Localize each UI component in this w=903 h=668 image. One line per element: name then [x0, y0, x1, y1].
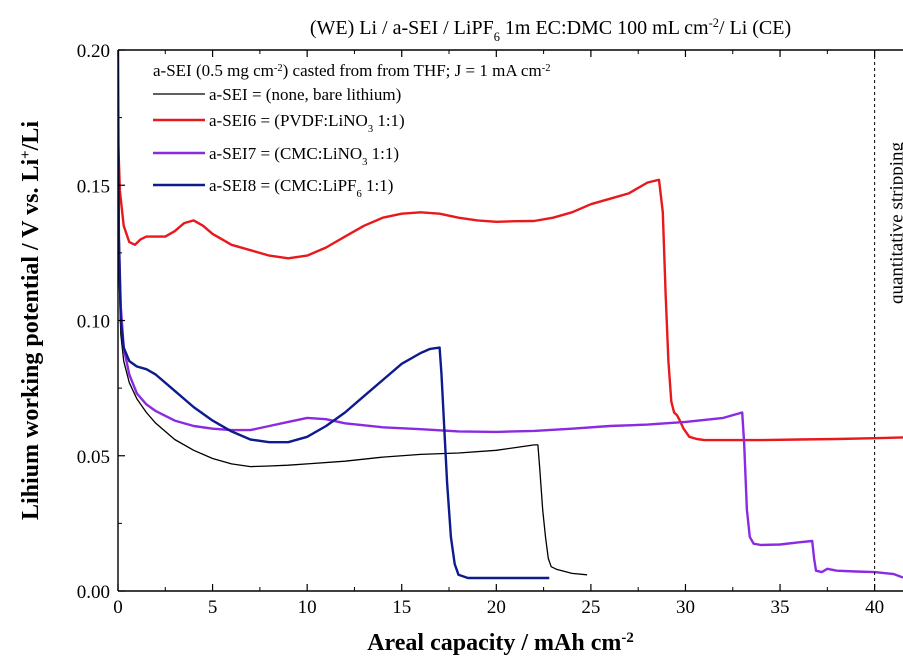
axis-frame	[117, 49, 903, 592]
axis-labels: Areal capacity / mAh cm-2 Lihium working …	[18, 121, 634, 656]
series-line-1	[118, 136, 903, 442]
x-tick-label: 10	[298, 597, 317, 618]
y-tick-label: 0.10	[77, 312, 110, 333]
legend-entry-2-part: 1:1)	[367, 144, 399, 163]
legend-entry-1-part: 3	[368, 124, 373, 135]
data-curves	[118, 50, 903, 580]
y-axis-title-part: /Li	[18, 121, 44, 152]
legend-entry-3-part: 1:1)	[362, 176, 394, 195]
x-tick-label: 0	[113, 597, 123, 618]
x-tick-label: 35	[771, 597, 790, 618]
legend-entry-3: a-SEI8 = (CMC:LiPF6 1:1)	[209, 176, 393, 200]
x-tick-label: 15	[392, 597, 411, 618]
legend-entry-3-part: 6	[357, 189, 362, 200]
x-tick-label: 25	[581, 597, 600, 618]
legend-header-part: a-SEI (0.5 mg cm	[153, 61, 274, 80]
legend-entry-2-part: a-SEI7 = (CMC:LiNO	[209, 144, 362, 163]
x-axis-title: Areal capacity / mAh cm-2	[367, 630, 634, 656]
legend-header-part: -2	[274, 63, 283, 74]
chart-title-text-part: (WE) Li / a-SEI / LiPF	[310, 17, 494, 39]
series-line-0	[118, 50, 588, 576]
legend-header: a-SEI (0.5 mg cm-2) casted from from THF…	[153, 61, 550, 80]
x-tick-label: 5	[208, 597, 218, 618]
legend-entry-0-part: a-SEI = (none, bare lithium)	[209, 85, 401, 104]
legend-entry-3-part: a-SEI8 = (CMC:LiPF	[209, 176, 357, 195]
legend-header-part: ) casted from from THF; J = 1 mA cm	[283, 61, 542, 80]
x-tick-label: 20	[487, 597, 506, 618]
y-tick-label: 0.05	[77, 447, 110, 468]
legend-header-part: -2	[542, 63, 551, 74]
chart-title-text-part: / Li (CE)	[719, 17, 791, 39]
legend: a-SEI (0.5 mg cm-2) casted from from THF…	[153, 61, 550, 200]
y-tick-label: 0.20	[77, 41, 110, 62]
y-axis-title-part: +	[18, 150, 34, 158]
legend-entry-0: a-SEI = (none, bare lithium)	[209, 85, 401, 104]
series-line-3	[118, 50, 550, 580]
y-tick-label: 0.00	[77, 582, 110, 603]
legend-entry-1-part: 1:1)	[373, 111, 405, 130]
chart-title-text-part: 1m EC:DMC 100 mL cm	[500, 17, 709, 39]
chart-title-text-part: 6	[494, 30, 500, 44]
chart-title: (WE) Li / a-SEI / LiPF6 1m EC:DMC 100 mL…	[310, 16, 791, 44]
x-axis-title-part: -2	[621, 630, 633, 646]
y-axis-title: Lihium working potential / V vs. Li+/Li	[18, 121, 44, 520]
x-tick-label: 40	[865, 597, 884, 618]
y-axis-title-part: Lihium working potential / V vs. Li	[18, 158, 44, 520]
chart-title-text: (WE) Li / a-SEI / LiPF6 1m EC:DMC 100 mL…	[310, 16, 791, 44]
legend-entry-2: a-SEI7 = (CMC:LiNO3 1:1)	[209, 144, 399, 168]
annotation: quantitative stripping	[874, 50, 903, 591]
y-tick-label: 0.15	[77, 176, 110, 197]
series-line-2	[118, 158, 903, 579]
x-axis-title-part: Areal capacity / mAh cm	[367, 630, 621, 656]
x-tick-label: 30	[676, 597, 695, 618]
legend-entry-1-part: a-SEI6 = (PVDF:LiNO	[209, 111, 368, 130]
chart-title-text-part: -2	[709, 16, 719, 30]
quantitative-stripping-label: quantitative stripping	[887, 142, 903, 305]
legend-entry-1: a-SEI6 = (PVDF:LiNO3 1:1)	[209, 111, 405, 135]
axis-ticks: 0 5 10 15 20 25 30 35 40 0.00 0.05 0.10 0.15 0.20	[77, 41, 884, 618]
legend-entry-2-part: 3	[362, 157, 367, 168]
